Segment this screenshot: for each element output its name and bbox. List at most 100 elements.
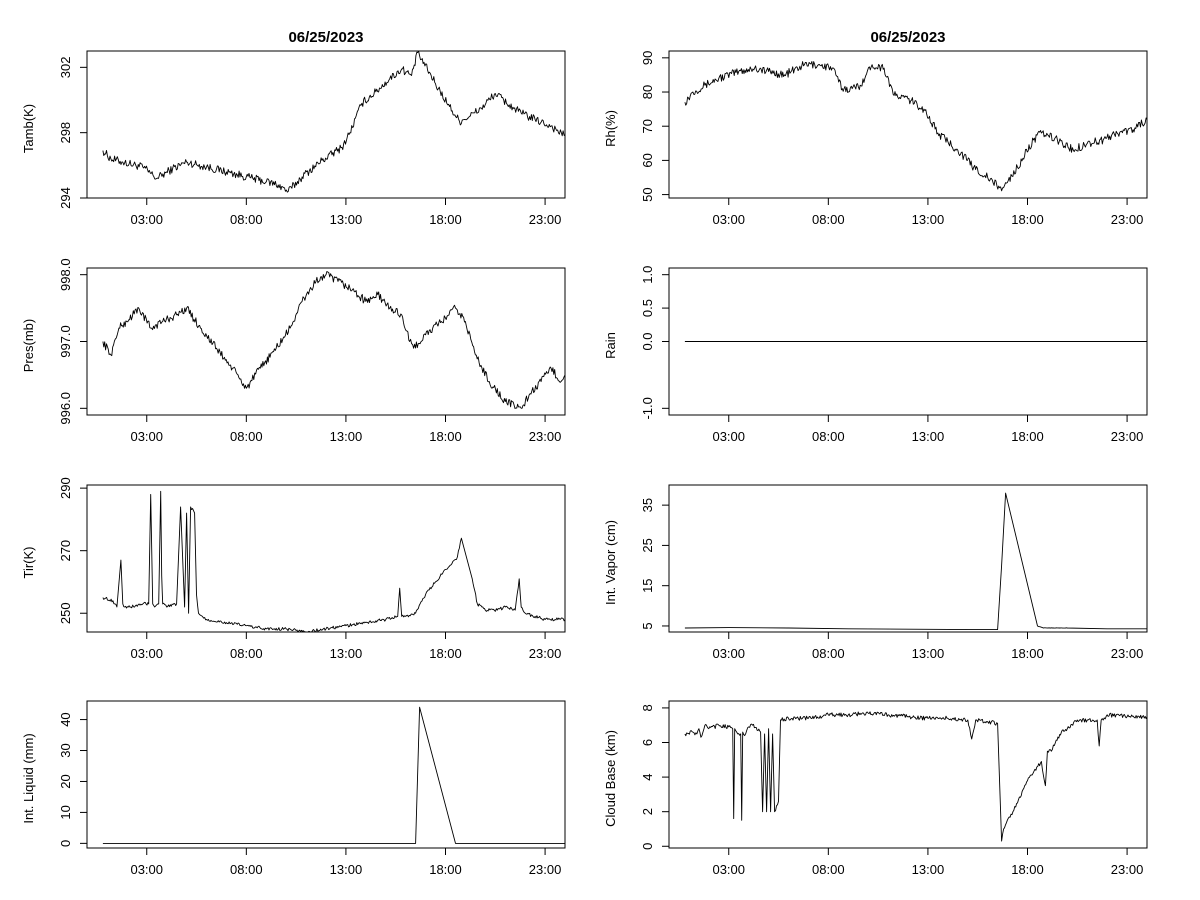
y-axis-label-cloud-base-km: Cloud Base (km) xyxy=(603,730,618,827)
series-line-tamb-k xyxy=(102,50,566,193)
panel-int-vapor-cm: 03:00 08:00 13:00 18:00 23:00 5 15 25 35 Int. Vap… xyxy=(603,484,1148,661)
y-tick-label-rain: 0.5 xyxy=(640,299,655,317)
x-tick-label-int-liquid-mm: 03:00 xyxy=(130,862,163,877)
y-tick-label-int-liquid-mm: 10 xyxy=(58,805,73,819)
x-tick-label-tir-k: 18:00 xyxy=(429,646,462,661)
y-tick-label-int-vapor-cm: 5 xyxy=(640,622,655,629)
x-tick-label-tir-k: 23:00 xyxy=(529,646,562,661)
y-tick-label-rain: 0.0 xyxy=(640,332,655,350)
y-tick-label-pres-mb: 998.0 xyxy=(58,258,73,291)
series-line-int-vapor-cm xyxy=(684,492,1147,631)
x-tick-label-tamb-k: 08:00 xyxy=(230,212,263,227)
panel-title: 06/25/2023 xyxy=(288,29,363,46)
series-line-pres-mb xyxy=(102,271,566,409)
y-tick-label-rain: -1.0 xyxy=(640,397,655,419)
y-tick-label-int-liquid-mm: 40 xyxy=(58,712,73,726)
y-tick-label-rh: 70 xyxy=(640,119,655,133)
y-tick-label-tir-k: 270 xyxy=(58,540,73,562)
y-tick-label-rh: 80 xyxy=(640,85,655,99)
x-tick-label-cloud-base-km: 18:00 xyxy=(1011,862,1044,877)
x-tick-label-pres-mb: 13:00 xyxy=(330,429,363,444)
x-tick-label-int-vapor-cm: 08:00 xyxy=(812,646,845,661)
y-axis-label-int-vapor-cm: Int. Vapor (cm) xyxy=(603,520,618,605)
x-tick-label-rh: 23:00 xyxy=(1111,212,1144,227)
x-tick-label-tir-k: 03:00 xyxy=(130,646,163,661)
x-tick-label-rh: 03:00 xyxy=(712,212,745,227)
x-tick-label-rh: 18:00 xyxy=(1011,212,1044,227)
y-tick-label-cloud-base-km: 4 xyxy=(640,773,655,780)
x-tick-label-int-liquid-mm: 23:00 xyxy=(529,862,562,877)
x-tick-label-tamb-k: 23:00 xyxy=(529,212,562,227)
x-tick-label-tir-k: 08:00 xyxy=(230,646,263,661)
y-tick-label-int-vapor-cm: 25 xyxy=(640,538,655,552)
panel-rh: 03:00 08:00 13:00 18:00 23:00 50 60 70 80 90 Rh(%)… xyxy=(603,29,1148,227)
panel-tir-k: 03:00 08:00 13:00 18:00 23:00 250 270 290 Tir(K) xyxy=(21,477,566,661)
x-tick-label-int-vapor-cm: 18:00 xyxy=(1011,646,1044,661)
x-tick-label-cloud-base-km: 13:00 xyxy=(912,862,945,877)
y-axis-label-tamb-k: Tamb(K) xyxy=(21,104,36,153)
y-tick-label-rh: 50 xyxy=(640,187,655,201)
panel-cloud-base-km: 03:00 08:00 13:00 18:00 23:00 0 2 4 6 8 Cloud Base… xyxy=(603,700,1148,877)
y-tick-label-tamb-k: 294 xyxy=(58,187,73,209)
x-tick-label-int-liquid-mm: 13:00 xyxy=(330,862,363,877)
x-tick-label-pres-mb: 08:00 xyxy=(230,429,263,444)
plot-frame-rh xyxy=(668,50,1148,199)
plot-frame-tamb-k xyxy=(86,50,566,199)
x-tick-label-cloud-base-km: 23:00 xyxy=(1111,862,1144,877)
y-tick-label-rain: 1.0 xyxy=(640,266,655,284)
plot-frame-int-liquid-mm xyxy=(86,700,566,849)
x-tick-label-tamb-k: 13:00 xyxy=(330,212,363,227)
y-tick-label-int-liquid-mm: 30 xyxy=(58,743,73,757)
y-axis-label-tir-k: Tir(K) xyxy=(21,546,36,578)
x-tick-label-rh: 13:00 xyxy=(912,212,945,227)
y-axis-label-rh: Rh(%) xyxy=(603,110,618,147)
y-tick-label-rh: 60 xyxy=(640,153,655,167)
x-tick-label-rain: 23:00 xyxy=(1111,429,1144,444)
y-tick-label-tamb-k: 302 xyxy=(58,56,73,78)
series-line-tir-k xyxy=(102,490,566,633)
y-tick-label-int-liquid-mm: 20 xyxy=(58,774,73,788)
x-tick-label-int-vapor-cm: 13:00 xyxy=(912,646,945,661)
y-tick-label-rh: 90 xyxy=(640,51,655,65)
x-tick-label-pres-mb: 03:00 xyxy=(130,429,163,444)
y-axis-label-pres-mb: Pres(mb) xyxy=(21,319,36,372)
x-tick-label-tir-k: 13:00 xyxy=(330,646,363,661)
series-line-int-liquid-mm xyxy=(102,706,565,844)
panel-pres-mb: 03:00 08:00 13:00 18:00 23:00 996.0 997.0 998.0… xyxy=(21,258,566,444)
x-tick-label-int-liquid-mm: 18:00 xyxy=(429,862,462,877)
plot-frame-pres-mb xyxy=(86,267,566,416)
y-tick-label-pres-mb: 996.0 xyxy=(58,392,73,425)
y-tick-label-cloud-base-km: 0 xyxy=(640,843,655,850)
plot-frame-cloud-base-km xyxy=(668,700,1148,849)
panel-title: 06/25/2023 xyxy=(870,29,945,46)
y-tick-label-cloud-base-km: 6 xyxy=(640,739,655,746)
panel-tamb-k: 03:00 08:00 13:00 18:00 23:00 294 298 302 Tamb(K… xyxy=(21,29,566,227)
y-tick-label-cloud-base-km: 2 xyxy=(640,808,655,815)
series-line-rh xyxy=(684,61,1148,192)
y-axis-label-rain: Rain xyxy=(603,332,618,359)
x-tick-label-cloud-base-km: 03:00 xyxy=(712,862,745,877)
x-tick-label-rain: 08:00 xyxy=(812,429,845,444)
y-tick-label-cloud-base-km: 8 xyxy=(640,704,655,711)
x-tick-label-tamb-k: 03:00 xyxy=(130,212,163,227)
x-tick-label-rain: 03:00 xyxy=(712,429,745,444)
x-tick-label-rain: 13:00 xyxy=(912,429,945,444)
x-tick-label-rain: 18:00 xyxy=(1011,429,1044,444)
panel-rain: 03:00 08:00 13:00 18:00 23:00 -1.0 0.0 0.5 1.0 Ra… xyxy=(603,266,1148,444)
plot-frame-int-vapor-cm xyxy=(668,484,1148,633)
plot-frame-tir-k xyxy=(86,484,566,633)
x-tick-label-cloud-base-km: 08:00 xyxy=(812,862,845,877)
x-tick-label-rh: 08:00 xyxy=(812,212,845,227)
y-tick-label-int-vapor-cm: 15 xyxy=(640,578,655,592)
x-tick-label-tamb-k: 18:00 xyxy=(429,212,462,227)
x-tick-label-pres-mb: 23:00 xyxy=(529,429,562,444)
y-tick-label-tamb-k: 298 xyxy=(58,122,73,144)
y-tick-label-tir-k: 290 xyxy=(58,477,73,499)
panel-int-liquid-mm: 03:00 08:00 13:00 18:00 23:00 0 10 20 30 40 Int. L… xyxy=(21,700,566,877)
y-tick-label-int-vapor-cm: 35 xyxy=(640,498,655,512)
y-tick-label-pres-mb: 997.0 xyxy=(58,325,73,358)
x-tick-label-pres-mb: 18:00 xyxy=(429,429,462,444)
series-line-cloud-base-km xyxy=(684,711,1148,842)
y-tick-label-int-liquid-mm: 0 xyxy=(58,840,73,847)
